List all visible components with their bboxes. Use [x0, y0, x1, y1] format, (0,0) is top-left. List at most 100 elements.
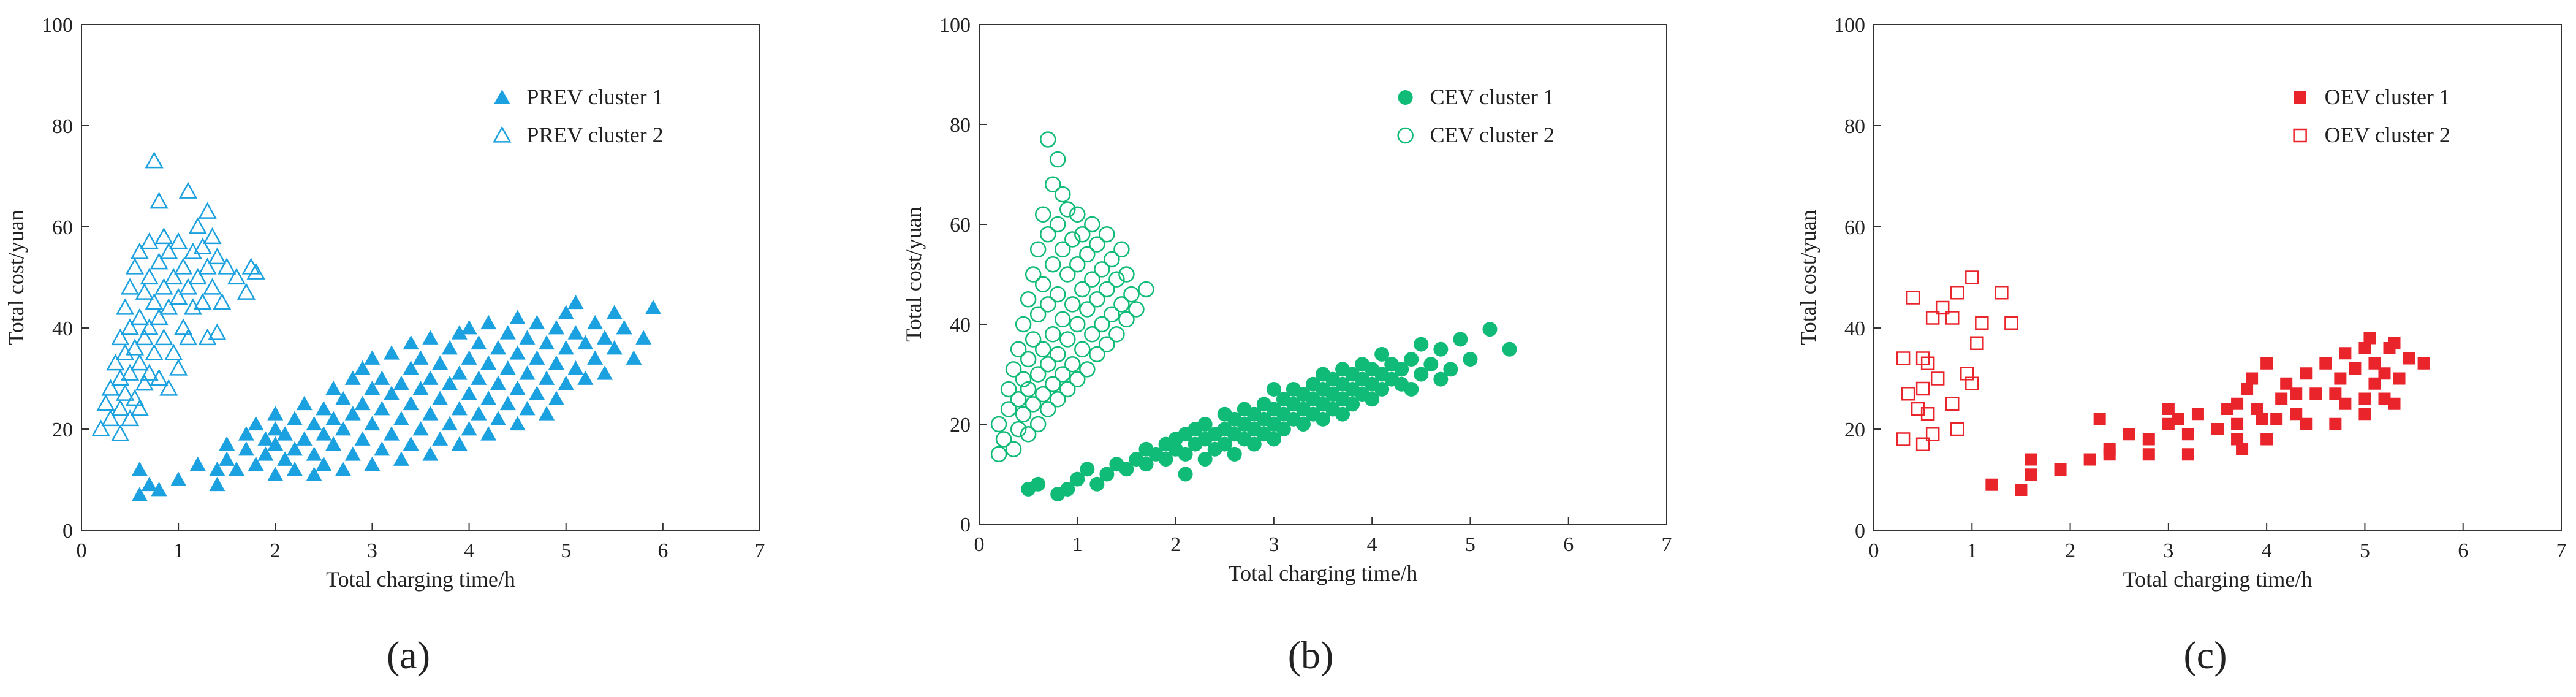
data-point: [1104, 251, 1120, 268]
y-tick-label: 60: [1844, 216, 1865, 239]
data-point: [1044, 256, 1061, 273]
data-point: [2025, 468, 2037, 481]
data-point: [364, 416, 381, 431]
data-point: [354, 360, 371, 375]
y-tick-label: 80: [1844, 115, 1865, 138]
data-point: [335, 462, 351, 476]
legend-label: PREV cluster 2: [526, 123, 663, 147]
data-point: [101, 379, 120, 396]
data-point: [509, 345, 526, 360]
data-point: [1010, 391, 1027, 408]
data-point: [286, 441, 303, 456]
data-point: [596, 365, 613, 380]
data-point: [1197, 417, 1213, 432]
data-point: [990, 446, 1007, 463]
data-point: [277, 451, 294, 466]
data-point: [1049, 286, 1066, 303]
y-tick-label: 0: [960, 514, 971, 536]
data-point: [2339, 397, 2352, 410]
data-point: [325, 411, 342, 425]
data-point: [1108, 271, 1125, 288]
data-point: [1099, 336, 1115, 352]
data-point: [335, 390, 351, 405]
data-point: [471, 406, 487, 421]
data-point: [1059, 381, 1076, 398]
data-point: [432, 355, 449, 370]
data-point: [178, 278, 198, 295]
data-point: [1925, 311, 1940, 325]
data-point: [519, 401, 536, 416]
y-tick-label: 40: [52, 318, 73, 340]
data-point: [1049, 346, 1066, 363]
x-tick-label: 3: [1268, 533, 1279, 556]
data-point: [2162, 417, 2175, 430]
data-point: [1414, 367, 1429, 382]
data-point: [277, 426, 294, 441]
data-point: [2334, 372, 2347, 385]
series-oev-cluster-1: [1985, 332, 2430, 496]
data-point: [2246, 372, 2259, 385]
data-point: [1935, 300, 1950, 315]
data-point: [1079, 361, 1096, 378]
x-axis-title: Total charging time/h: [1229, 561, 1418, 585]
data-point: [1985, 478, 1998, 491]
data-point: [1054, 311, 1071, 328]
y-tick-label: 20: [950, 414, 971, 436]
data-point: [188, 267, 207, 285]
data-point: [1374, 381, 1390, 397]
data-point: [1443, 362, 1458, 377]
data-point: [125, 389, 145, 406]
data-point: [1911, 402, 1925, 416]
data-point: [1044, 176, 1061, 193]
y-tick-label: 100: [42, 14, 73, 37]
data-point: [587, 350, 604, 365]
data-point: [1059, 331, 1076, 348]
data-point: [325, 381, 342, 395]
data-point: [1975, 316, 1989, 330]
data-point: [248, 456, 264, 471]
panel-a: 0 1 2 3 4 5 6 7 0 20 40 60 80 100 Total charging time/…: [4, 14, 765, 677]
data-point: [1059, 266, 1076, 283]
data-point: [1930, 371, 1945, 386]
data-point: [1414, 337, 1429, 352]
data-point: [509, 310, 526, 324]
data-point: [257, 431, 274, 446]
y-tick-label: 60: [52, 216, 73, 239]
data-point: [1108, 326, 1125, 343]
data-point: [209, 476, 225, 492]
data-point: [173, 318, 193, 335]
data-point: [1034, 206, 1051, 223]
data-point: [267, 406, 284, 421]
data-point: [335, 421, 351, 436]
panel-caption: (b): [1288, 633, 1334, 677]
data-point: [2231, 433, 2244, 446]
data-point: [286, 462, 303, 476]
data-point: [548, 355, 564, 370]
data-point: [150, 368, 169, 386]
data-point: [441, 416, 458, 431]
data-point: [218, 257, 237, 275]
data-point: [1049, 151, 1066, 168]
data-point: [441, 340, 458, 355]
data-point: [354, 395, 371, 411]
data-point: [499, 325, 516, 340]
data-point: [189, 456, 206, 471]
data-point: [178, 328, 198, 346]
data-point: [2290, 408, 2303, 421]
data-point: [116, 343, 135, 360]
data-point: [1039, 296, 1056, 313]
data-point: [198, 257, 217, 275]
data-point: [159, 379, 178, 396]
data-point: [499, 395, 516, 411]
data-point: [1064, 356, 1081, 373]
data-point: [1060, 481, 1075, 497]
data-point: [1000, 401, 1017, 417]
data-point: [286, 411, 303, 425]
axes-frame: [1873, 24, 2562, 531]
data-point: [219, 451, 235, 466]
data-point: [480, 426, 497, 441]
x-tick-label: 1: [1967, 539, 1977, 562]
data-point: [1113, 296, 1130, 313]
data-point: [145, 151, 164, 169]
data-point: [344, 370, 361, 385]
